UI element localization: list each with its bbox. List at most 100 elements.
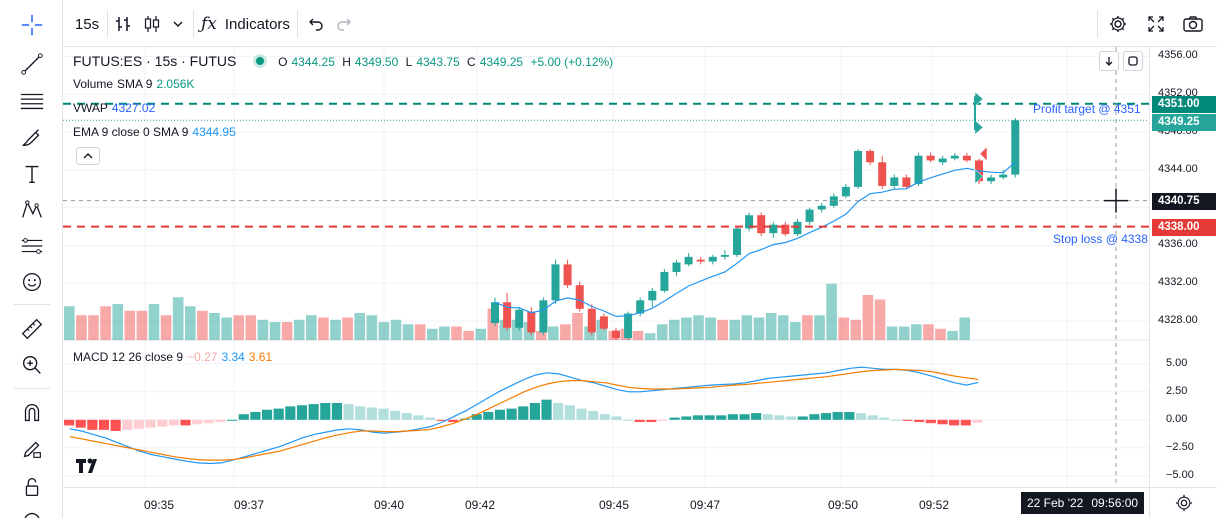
- lock-drawing-icon[interactable]: [14, 432, 50, 466]
- macd-line: [69, 366, 979, 465]
- macd-histogram-bar: [192, 419, 203, 425]
- candle-body: [563, 264, 572, 286]
- price-tag-crosshair: 4340.75: [1152, 192, 1216, 210]
- arrow-down-icon: [1105, 57, 1113, 66]
- macd-histogram-bar: [122, 419, 133, 430]
- macd-histogram-bar: [751, 413, 762, 420]
- ruler-icon[interactable]: [14, 312, 50, 346]
- volume-params: SMA 9: [117, 77, 153, 91]
- ema-name: EMA 9 close 0 SMA 9: [73, 125, 189, 139]
- macd-scale-label: 0.00: [1166, 412, 1188, 425]
- order-marker: [974, 168, 984, 185]
- macd-histogram-bar: [646, 419, 657, 423]
- candle-body: [733, 228, 741, 255]
- macd-histogram-bar: [180, 419, 191, 426]
- gear-icon: [1175, 494, 1192, 512]
- time-crosshair-tag: 22 Feb '22 09:56:00: [1021, 492, 1145, 514]
- macd-histogram-bar: [133, 419, 145, 429]
- volume-bar: [354, 313, 365, 340]
- maximize-pane-button[interactable]: [1123, 51, 1143, 71]
- time-scale[interactable]: 09:35 09:37 09:40 09:42 09:45 09:47 09:50 09:52…: [63, 487, 1149, 518]
- settings-icon[interactable]: [1105, 8, 1131, 40]
- visibility-icon[interactable]: [14, 504, 50, 518]
- candle-body: [612, 330, 620, 339]
- candle-body: [793, 221, 802, 235]
- volume-bar: [923, 324, 934, 340]
- crosshair-icon[interactable]: [14, 8, 50, 42]
- chart-type-chevron-icon[interactable]: [169, 8, 187, 40]
- candle-body: [999, 174, 1008, 178]
- volume-bar: [245, 315, 257, 340]
- macd-histogram-bar: [168, 419, 179, 426]
- macd-hist-value: −0.27: [187, 350, 218, 364]
- open-value: 4344.25: [291, 55, 335, 69]
- volume-bar: [293, 319, 305, 340]
- vwap-value: 4327.02: [111, 101, 156, 115]
- pattern-icon[interactable]: [14, 193, 50, 227]
- macd-histogram-bar: [960, 419, 971, 426]
- volume-bar: [681, 317, 692, 340]
- bar-chart-icon[interactable]: [113, 8, 133, 40]
- volume-legend[interactable]: Volume SMA 9 2.056K: [73, 77, 198, 91]
- macd-legend[interactable]: MACD 12 26 close 9 −0.27 3.34 3.61: [73, 350, 276, 364]
- time-scale-label: 09:42: [464, 498, 496, 512]
- scroll-down-button[interactable]: [1099, 51, 1119, 71]
- macd-histogram-bar: [390, 410, 401, 420]
- collapse-legend-button[interactable]: [76, 147, 100, 165]
- crosshair-date: 22 Feb '22: [1027, 496, 1084, 510]
- macd-histogram-bar: [215, 419, 226, 423]
- vwap-legend[interactable]: VWAP 4327.02: [73, 101, 159, 115]
- volume-bar: [548, 326, 559, 340]
- volume-bar: [306, 315, 317, 340]
- symbol-legend[interactable]: FUTUS:ES · 15s · FUTUS O 4344.25 H 4349.50…: [73, 53, 621, 69]
- volume-bar: [197, 310, 208, 340]
- macd-histogram-bar: [541, 399, 552, 420]
- emoji-icon[interactable]: [14, 265, 50, 299]
- volume-bar: [596, 319, 607, 340]
- volume-bar: [487, 308, 499, 340]
- macd-histogram-bar: [890, 419, 901, 421]
- volume-bar: [451, 326, 462, 340]
- volume-bar: [705, 317, 716, 340]
- price-scale[interactable]: 4356.004352.004348.004344.004336.004332.…: [1149, 47, 1217, 487]
- macd-histogram-bar: [436, 419, 447, 421]
- text-tool-icon[interactable]: [14, 157, 50, 191]
- prediction-icon[interactable]: [14, 229, 50, 263]
- lock-icon[interactable]: [14, 470, 50, 504]
- fib-retracement-icon[interactable]: [14, 84, 50, 118]
- redo-icon[interactable]: [331, 8, 357, 40]
- interval-button[interactable]: 15s: [74, 15, 100, 33]
- chart-canvas[interactable]: [63, 47, 1149, 487]
- macd-histogram-bar: [914, 419, 925, 423]
- volume-bar: [402, 324, 414, 340]
- scale-settings-button[interactable]: [1149, 487, 1217, 518]
- volume-bar: [656, 324, 668, 340]
- undo-icon[interactable]: [303, 8, 329, 40]
- toolbar-divider: [14, 304, 50, 305]
- trendline-icon[interactable]: [14, 47, 50, 81]
- macd-histogram-bar: [98, 419, 110, 430]
- toolbar-divider: [297, 10, 298, 38]
- volume-bar: [148, 304, 160, 340]
- camera-icon[interactable]: [1179, 8, 1207, 40]
- time-scale-label: 09:35: [143, 498, 175, 512]
- magnet-icon[interactable]: [14, 396, 50, 430]
- candle-body: [636, 300, 645, 314]
- chart-pane[interactable]: FUTUS:ES · 15s · FUTUS O 4344.25 H 4349.50…: [63, 47, 1149, 487]
- indicators-button[interactable]: ƒx Indicators: [201, 8, 297, 40]
- macd-scale-label: −2.50: [1166, 440, 1194, 453]
- macd-histogram-bar: [797, 416, 808, 420]
- brush-icon[interactable]: [14, 121, 50, 155]
- volume-bar: [366, 315, 378, 340]
- macd-histogram-bar: [273, 408, 284, 420]
- candle-body: [515, 309, 524, 328]
- candlestick-icon[interactable]: [141, 8, 163, 40]
- volume-bar: [717, 319, 728, 340]
- volume-bar: [838, 317, 849, 340]
- macd-histogram-bar: [250, 411, 261, 420]
- macd-histogram-bar: [378, 408, 389, 420]
- zoom-in-icon[interactable]: [14, 348, 50, 382]
- square-icon: [1128, 56, 1138, 66]
- ema-legend[interactable]: EMA 9 close 0 SMA 9 4344.95: [73, 125, 240, 139]
- fullscreen-icon[interactable]: [1143, 8, 1169, 40]
